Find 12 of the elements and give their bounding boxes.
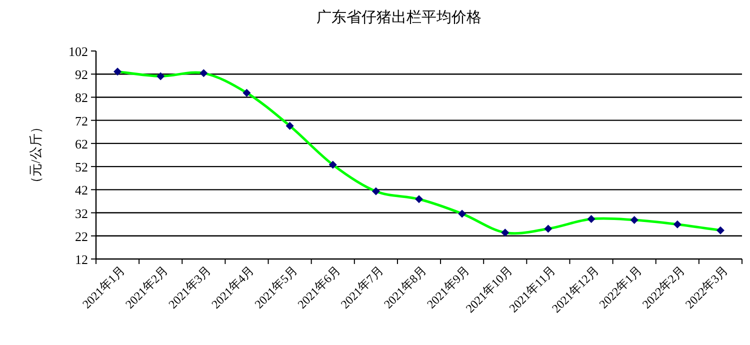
y-tick-label: 82: [75, 90, 88, 106]
y-tick-label: 62: [75, 136, 88, 152]
y-tick-label: 32: [75, 206, 88, 221]
title: 广东省仔猪出栏平均价格: [316, 10, 482, 26]
y-tick-label: 12: [75, 252, 88, 267]
y-tick-label: 42: [75, 182, 88, 198]
y-tick-label: 52: [75, 160, 88, 175]
y-tick-label: 22: [75, 228, 88, 244]
y-tick-label: 72: [75, 113, 88, 128]
y-tick-label: 102: [68, 44, 88, 59]
y-axis-title: （元/公斤）: [28, 120, 43, 190]
y-tick-label: 92: [75, 67, 88, 82]
